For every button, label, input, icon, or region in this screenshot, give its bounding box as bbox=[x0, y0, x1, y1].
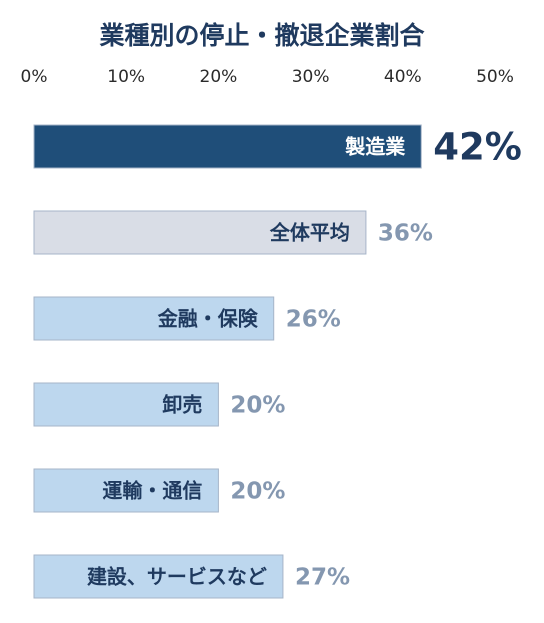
x-tick-label: 10% bbox=[107, 67, 145, 87]
bar-value-label: 36% bbox=[378, 221, 433, 247]
bar bbox=[33, 210, 367, 255]
bar bbox=[33, 468, 219, 513]
bars: 製造業 42% 全体平均 36% 金融・保険 26% 卸売 20% 運輸・通信 20% 建設、サービ… bbox=[33, 124, 522, 599]
bar bbox=[33, 296, 275, 341]
bar-category-label: 卸売 bbox=[162, 393, 202, 417]
bar bbox=[33, 554, 284, 599]
bar-category-label: 建設、サービスなど bbox=[87, 565, 267, 589]
bar-value-label: 20% bbox=[230, 479, 285, 505]
x-tick-label: 20% bbox=[200, 67, 238, 87]
bar-value-label: 42% bbox=[433, 126, 522, 169]
x-tick-label: 0% bbox=[21, 67, 48, 87]
bar-category-label: 全体平均 bbox=[269, 221, 350, 245]
bar-category-label: 金融・保険 bbox=[157, 307, 259, 331]
bar-category-label: 運輸・通信 bbox=[102, 479, 202, 503]
x-tick-label: 50% bbox=[476, 67, 514, 87]
x-tick-label: 30% bbox=[292, 67, 330, 87]
bar-value-label: 27% bbox=[295, 565, 350, 591]
bar-value-label: 20% bbox=[230, 393, 285, 419]
bar-value-label: 26% bbox=[286, 307, 341, 333]
bar-category-label: 製造業 bbox=[345, 135, 406, 159]
x-tick-label: 40% bbox=[384, 67, 422, 87]
chart-title: 業種別の停止・撤退企業割合 bbox=[99, 21, 425, 50]
bar bbox=[33, 382, 219, 427]
bar bbox=[33, 124, 422, 169]
x-axis-tick-labels: 0% 10% 20% 30% 40% 50% bbox=[21, 67, 514, 87]
